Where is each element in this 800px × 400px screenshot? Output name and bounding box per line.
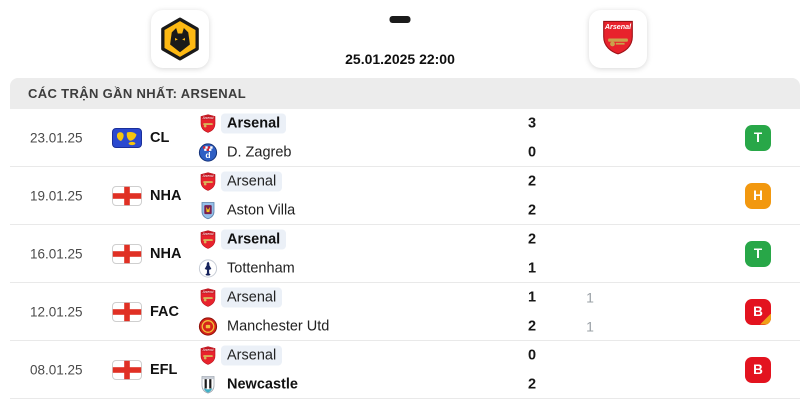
kickoff-datetime: 25.01.2025 22:00: [345, 51, 455, 67]
home-score: 3: [527, 115, 537, 131]
match-date: 08.01.25: [30, 362, 83, 377]
match-date: 16.01.25: [30, 246, 83, 261]
away-team-name: D. Zagreb: [227, 144, 292, 160]
match-row[interactable]: 19.01.25 NHA Arsenal 2 Aston Villa 2 H: [10, 167, 800, 225]
home-team-line: Arsenal 2: [198, 228, 678, 250]
badge-corner: [760, 313, 771, 325]
result-badge: B: [745, 356, 771, 383]
arsenal-crest-icon: [198, 113, 218, 133]
england-flag-icon: [112, 302, 142, 322]
match-row[interactable]: 23.01.25 CL Arsenal 3 D. Zagreb 0 T: [10, 109, 800, 167]
away-team-name: Newcastle: [227, 376, 298, 392]
england-flag-icon: [112, 360, 142, 380]
match-date: 23.01.25: [30, 130, 83, 145]
teams-block: Arsenal 2 Tottenham 1: [198, 228, 678, 279]
home-team-name: Arsenal: [221, 113, 287, 133]
home-score: 2: [527, 231, 537, 247]
away-score: 2: [527, 202, 537, 218]
home-team-name: Arsenal: [221, 229, 287, 249]
home-team-line: Arsenal 3: [198, 112, 678, 134]
away-team-logo-card[interactable]: [589, 10, 647, 68]
home-team-name: Arsenal: [221, 345, 283, 365]
teams-block: Arsenal 3 D. Zagreb 0: [198, 112, 678, 163]
score-separator-dash: [389, 16, 411, 23]
home-team-line: Arsenal 1 1: [198, 286, 678, 308]
england-flag-icon: [112, 244, 142, 264]
away-team-name: Tottenham: [227, 260, 295, 276]
aston-villa-crest-icon: [198, 200, 218, 220]
home-team-name: Arsenal: [221, 171, 283, 191]
match-header: 25.01.2025 22:00: [0, 0, 800, 78]
home-team-line: Arsenal 0: [198, 344, 678, 366]
match-row[interactable]: 08.01.25 EFL Arsenal 0 Newcastle 2 B: [10, 341, 800, 399]
match-date: 12.01.25: [30, 304, 83, 319]
result-badge: T: [745, 124, 771, 151]
competition-label: CL: [150, 129, 170, 146]
competition-label: FAC: [150, 303, 179, 320]
arsenal-crest-icon: [596, 17, 640, 61]
arsenal-crest-icon: [198, 171, 218, 191]
match-date: 19.01.25: [30, 188, 83, 203]
away-score: 2: [527, 376, 537, 392]
teams-block: Arsenal 0 Newcastle 2: [198, 344, 678, 395]
result-letter: B: [753, 361, 763, 377]
competition-label: NHA: [150, 245, 182, 262]
away-team-line: D. Zagreb 0: [198, 141, 678, 163]
match-row[interactable]: 12.01.25 FAC Arsenal 1 1 Manchester Utd …: [10, 283, 800, 341]
away-team-line: Manchester Utd 2 1: [198, 315, 678, 337]
away-team-line: Newcastle 2: [198, 373, 678, 395]
away-score: 0: [527, 144, 537, 160]
wolverhampton-crest-icon: [158, 17, 202, 61]
section-header: CÁC TRẬN GẦN NHẤT: ARSENAL: [10, 78, 800, 109]
away-team-name: Manchester Utd: [227, 318, 330, 334]
home-team-line: Arsenal 2: [198, 170, 678, 192]
arsenal-crest-icon: [198, 229, 218, 249]
dinamo-zagreb-crest-icon: [198, 142, 218, 162]
away-secondary-score: 1: [586, 318, 594, 334]
competition-label: EFL: [150, 361, 178, 378]
result-letter: T: [753, 129, 763, 145]
section-title: CÁC TRẬN GẦN NHẤT: ARSENAL: [28, 86, 247, 101]
manchester-utd-crest-icon: [198, 316, 218, 336]
home-score: 1: [527, 289, 537, 305]
home-team-logo-card[interactable]: [151, 10, 209, 68]
result-badge: H: [745, 182, 771, 209]
home-secondary-score: 1: [586, 289, 594, 305]
tottenham-crest-icon: [198, 258, 218, 278]
world-flag-icon: [112, 128, 142, 148]
away-team-line: Aston Villa 2: [198, 199, 678, 221]
newcastle-crest-icon: [198, 374, 218, 394]
england-flag-icon: [112, 186, 142, 206]
result-letter: T: [753, 245, 763, 261]
teams-block: Arsenal 1 1 Manchester Utd 2 1: [198, 286, 678, 337]
away-score: 1: [527, 260, 537, 276]
result-badge: B: [745, 298, 771, 325]
away-score: 2: [527, 318, 537, 334]
recent-matches-list: 23.01.25 CL Arsenal 3 D. Zagreb 0 T 19.0…: [10, 109, 800, 399]
arsenal-crest-icon: [198, 287, 218, 307]
arsenal-crest-icon: [198, 345, 218, 365]
teams-block: Arsenal 2 Aston Villa 2: [198, 170, 678, 221]
result-letter: B: [753, 303, 763, 319]
result-letter: H: [753, 187, 763, 203]
away-team-line: Tottenham 1: [198, 257, 678, 279]
home-score: 2: [527, 173, 537, 189]
result-badge: T: [745, 240, 771, 267]
match-row[interactable]: 16.01.25 NHA Arsenal 2 Tottenham 1 T: [10, 225, 800, 283]
home-score: 0: [527, 347, 537, 363]
away-team-name: Aston Villa: [227, 202, 296, 218]
competition-label: NHA: [150, 187, 182, 204]
home-team-name: Arsenal: [221, 287, 283, 307]
